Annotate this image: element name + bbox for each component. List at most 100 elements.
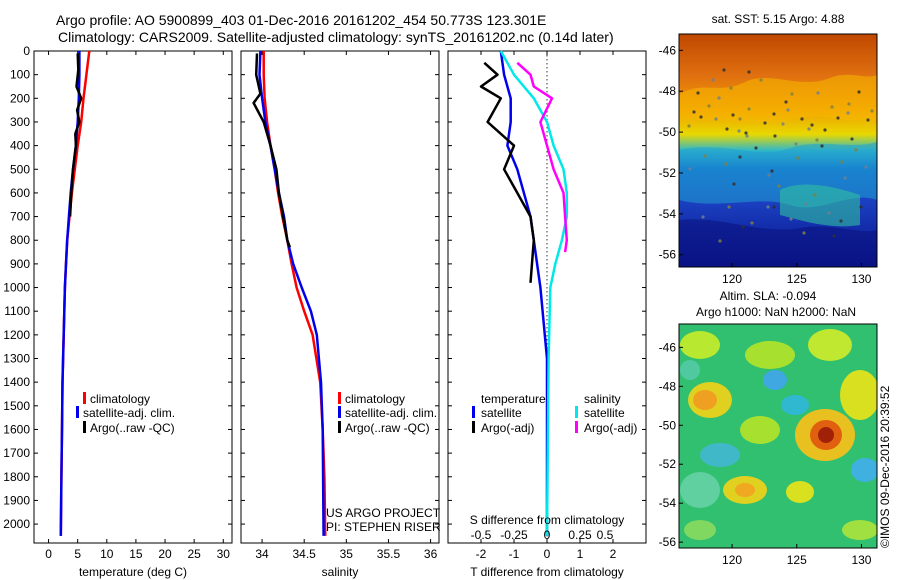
sst-track-mark [747, 70, 751, 74]
x-tick-label: 0 [45, 547, 52, 561]
sst-track-mark [846, 111, 850, 115]
sst-map-title: sat. SST: 5.15 Argo: 4.88 [712, 12, 845, 26]
sst-track-mark [699, 115, 703, 119]
difference-x-axis: -2 -1 0 1 2 [476, 51, 617, 561]
x-tick-label: -2 [476, 547, 487, 561]
depth-tick-label: 200 [10, 91, 30, 105]
sst-track-mark [759, 78, 763, 82]
sst-track-mark [688, 167, 692, 171]
legend-swatch-climatology [83, 392, 86, 404]
pi-credit: PI: STEPHEN RISER [326, 520, 441, 534]
depth-tick-label: 900 [10, 257, 30, 271]
lon-tick-label: 130 [851, 272, 871, 286]
sst-track-mark [827, 211, 831, 215]
x-tick-label: 1 [577, 547, 584, 561]
depth-tick-label: 100 [10, 68, 30, 82]
sst-track-mark [754, 146, 758, 150]
sst-track-mark [800, 117, 804, 121]
temperature-axes-frame [33, 50, 233, 544]
lon-tick-label: 125 [787, 553, 807, 567]
legend-climatology: climatology [345, 392, 405, 406]
series-line [252, 53, 292, 248]
sla-map-panel: Altim. SLA: -0.094 Argo h1000: NaN h2000… [659, 289, 892, 567]
depth-tick-label: 1700 [3, 446, 30, 460]
sst-track-mark [790, 92, 794, 96]
salinity-profiles [252, 50, 327, 536]
difference-depth-ticks [448, 50, 646, 525]
imos-credit: ©IMOS 09-Dec-2016 20:39:52 [878, 385, 892, 548]
series-line [499, 50, 549, 536]
lat-tick-label: -52 [659, 457, 677, 471]
x-tick-label: 35.5 [377, 547, 401, 561]
sst-track-mark [840, 160, 844, 164]
lat-tick-label: -56 [659, 535, 677, 549]
sst-track-mark [832, 234, 836, 238]
sla-map-title-1: Altim. SLA: -0.094 [720, 289, 817, 303]
legend-swatch-satellite [76, 406, 79, 418]
depth-axis: 0 100 200 300 400 500 600 700 800 900 1000 1100 1200… [3, 44, 232, 531]
sst-track-mark [724, 162, 728, 166]
sst-track-mark [717, 96, 721, 100]
difference-panel: -2 -1 0 1 2 T difference from climatology S … [447, 50, 647, 579]
x-tick-label: 2 [610, 547, 617, 561]
lon-tick-label: 130 [851, 553, 871, 567]
salinity-panel: 34 34.5 35 35.5 36 salinity climatology sate… [240, 50, 441, 579]
depth-tick-label: 400 [10, 139, 30, 153]
legend-satellite: satellite-adj. clim. [83, 406, 175, 420]
sst-track-mark [696, 91, 700, 95]
sst-track-mark [784, 100, 788, 104]
sla-map-title-2: Argo h1000: NaN h2000: NaN [696, 305, 856, 319]
lat-tick-label: -56 [659, 248, 677, 262]
s-tick-4: 0.25 [568, 528, 592, 542]
sst-track-mark [815, 138, 819, 142]
difference-xlabel: T difference from climatology [470, 565, 624, 579]
legend-salinity-header: salinity [584, 392, 621, 406]
lat-tick-label: -48 [659, 379, 677, 393]
temperature-profiles [59, 50, 91, 536]
lat-tick-label: -48 [659, 84, 677, 98]
legend-swatch-t-argo [472, 421, 475, 433]
legend-swatch-t-satellite [472, 406, 475, 418]
temperature-legend: climatology satellite-adj. clim. Argo(..… [76, 392, 175, 435]
sst-track-mark [747, 107, 751, 111]
lat-tick-label: -50 [659, 418, 677, 432]
sst-track-mark [766, 205, 770, 209]
depth-tick-label: 300 [10, 115, 30, 129]
sst-track-mark [770, 169, 774, 173]
sst-track-mark [836, 116, 840, 120]
lat-tick-label: -46 [659, 340, 677, 354]
sst-track-mark [830, 105, 834, 109]
sst-track-mark [750, 221, 754, 225]
difference-profiles [479, 50, 569, 536]
sst-track-mark [738, 117, 742, 121]
s-tick-3: 0 [544, 528, 551, 542]
sst-track-mark [870, 109, 874, 113]
sst-track-mark [711, 78, 715, 82]
sst-track-mark [722, 68, 726, 72]
sst-track-mark [692, 110, 696, 114]
legend-climatology: climatology [90, 392, 150, 406]
sst-track-mark [729, 86, 733, 90]
series-line [68, 53, 83, 217]
sst-track-mark [796, 156, 800, 160]
sst-track-mark [789, 217, 793, 221]
temperature-x-axis: 0 5 10 15 20 25 30 [45, 51, 230, 561]
depth-tick-label: 2000 [3, 517, 30, 531]
depth-tick-label: 1400 [3, 375, 30, 389]
sst-track-mark [820, 144, 824, 148]
sst-track-mark [843, 176, 847, 180]
sla-map-image [679, 324, 877, 548]
sst-track-mark [802, 231, 806, 235]
x-tick-label: 0 [544, 547, 551, 561]
depth-tick-label: 1100 [4, 304, 30, 318]
sst-track-mark [727, 205, 731, 209]
sst-track-mark [864, 165, 868, 169]
depth-tick-label: 1000 [3, 281, 30, 295]
sst-track-mark [866, 118, 870, 122]
sst-track-mark [854, 148, 858, 152]
sst-map-image [679, 34, 877, 267]
salinity-depth-ticks [241, 50, 439, 525]
sst-track-mark [772, 205, 776, 209]
s-tick-1: -0.5 [471, 528, 492, 542]
